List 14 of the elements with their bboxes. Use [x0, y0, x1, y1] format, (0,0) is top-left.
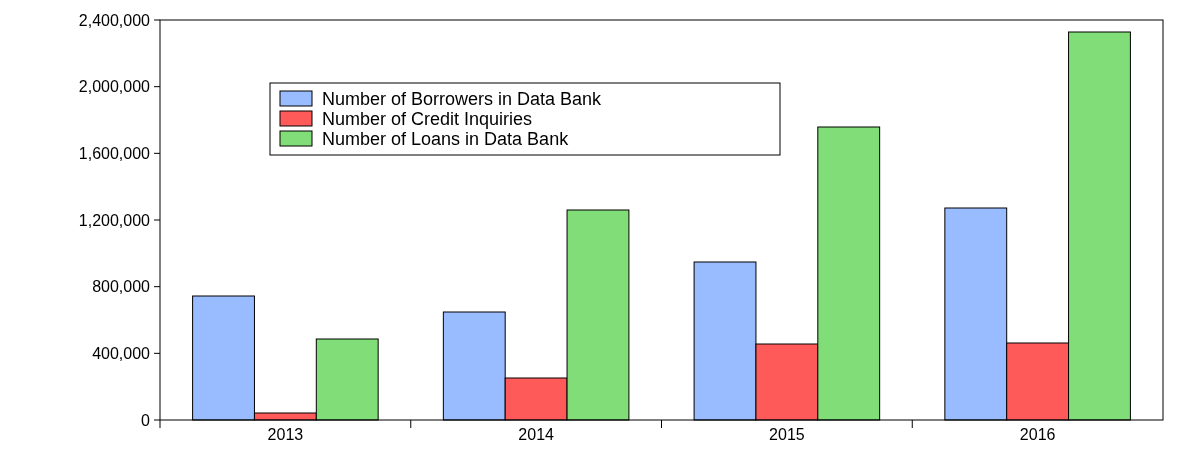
legend-label: Number of Loans in Data Bank [322, 129, 570, 150]
legend-label: Number of Borrowers in Data Bank [322, 89, 603, 110]
y-tick-label: 800,000 [92, 278, 151, 296]
y-tick-label: 0 [141, 411, 151, 429]
legend-label: Number of Credit Inquiries [322, 109, 533, 130]
y-tick-label: 2,000,000 [78, 78, 151, 96]
x-tick-label: 2013 [267, 426, 304, 443]
y-tick-label: 1,200,000 [78, 211, 151, 229]
y-tick-label: 400,000 [92, 344, 151, 362]
x-tick-label: 2016 [1019, 426, 1056, 443]
x-tick-label: 2014 [518, 426, 555, 443]
y-tick-label: 2,400,000 [78, 11, 151, 29]
y-tick-label: 1,600,000 [78, 144, 151, 162]
x-tick-label: 2015 [769, 426, 805, 443]
